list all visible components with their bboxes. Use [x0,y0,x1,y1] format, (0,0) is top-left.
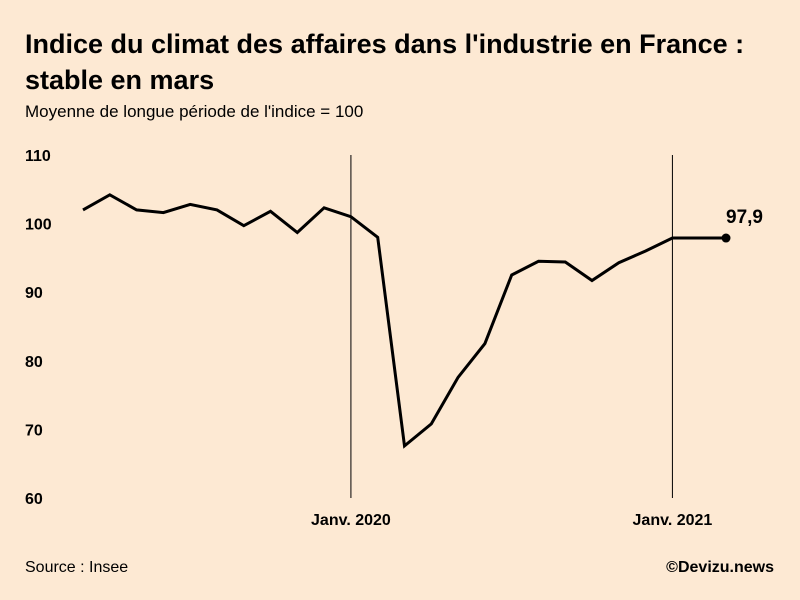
end-point-marker [721,233,731,243]
end-value-label: 97,9 [726,207,763,228]
y-tick-label: 60 [25,491,43,508]
chart-title: Indice du climat des affaires dans l'ind… [25,29,745,95]
y-tick-label: 100 [25,217,52,234]
chart-subtitle: Moyenne de longue période de l'indice = … [25,102,364,121]
y-tick-label: 90 [25,285,43,302]
x-tick-label: Janv. 2020 [311,512,391,529]
y-tick-label: 80 [25,354,43,371]
x-tick-label: Janv. 2021 [633,512,713,529]
y-tick-label: 110 [25,148,51,165]
credit-note: ©Devizu.news [666,559,774,576]
y-tick-label: 70 [25,422,43,439]
series-line [82,193,726,449]
source-note: Source : Insee [25,559,129,576]
